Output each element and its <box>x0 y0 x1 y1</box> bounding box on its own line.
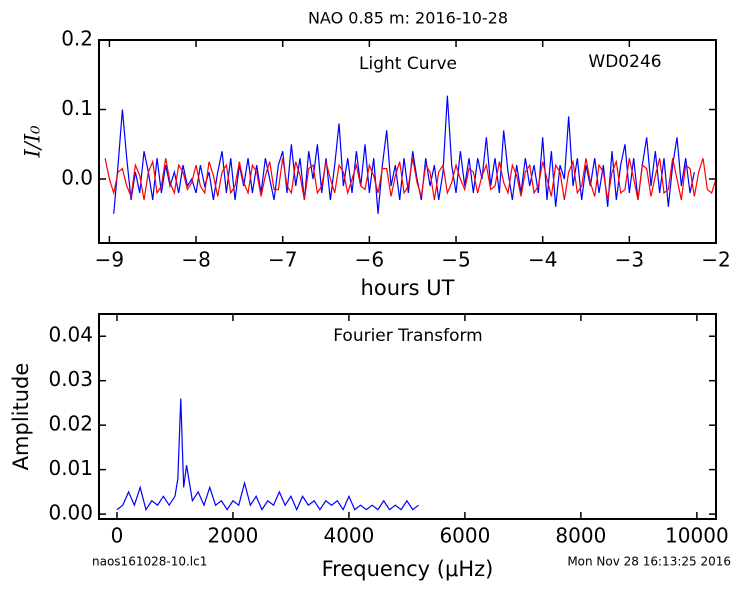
data-line <box>104 158 717 201</box>
x-tick-label: 8000 <box>555 524 606 548</box>
data-line <box>113 95 695 214</box>
x-tick-label: −9 <box>95 248 124 272</box>
footer-left: naos161028-10.lc1 <box>92 555 207 569</box>
x-tick-label: −7 <box>268 248 297 272</box>
x-tick-label: 0 <box>111 524 124 548</box>
x-tick-label: −5 <box>441 248 470 272</box>
x-tick-label: 10000 <box>665 524 729 548</box>
y-tick-label: 0.0 <box>61 166 93 190</box>
y-axis-label: I/I₀ <box>21 125 45 159</box>
x-tick-label: 6000 <box>439 524 490 548</box>
y-tick-label: 0.04 <box>48 323 93 347</box>
plot-frame <box>98 39 717 244</box>
x-tick-label: 4000 <box>323 524 374 548</box>
x-tick-label: −3 <box>615 248 644 272</box>
x-axis-label: hours UT <box>361 276 455 300</box>
footer-right: Mon Nov 28 16:13:25 2016 <box>567 555 731 569</box>
x-tick-label: 2000 <box>208 524 259 548</box>
chart-title: NAO 0.85 m: 2016-10-28 <box>308 9 508 28</box>
annotation: WD0246 <box>588 52 661 72</box>
y-tick-label: 0.03 <box>48 367 93 391</box>
y-tick-label: 0.01 <box>48 456 93 480</box>
annotation: Light Curve <box>359 54 457 74</box>
x-tick-label: −2 <box>701 248 730 272</box>
y-tick-label: 0.00 <box>48 501 93 525</box>
x-axis-label: Frequency (μHz) <box>322 557 494 581</box>
annotation: Fourier Transform <box>333 326 482 346</box>
x-tick-label: −8 <box>181 248 210 272</box>
plot-frame <box>98 313 717 520</box>
y-axis-label: Amplitude <box>9 363 33 471</box>
y-tick-label: 0.02 <box>48 412 93 436</box>
data-line <box>116 398 419 512</box>
y-tick-label: 0.2 <box>61 27 93 51</box>
x-tick-label: −6 <box>355 248 384 272</box>
x-tick-label: −4 <box>528 248 557 272</box>
y-tick-label: 0.1 <box>61 96 93 120</box>
